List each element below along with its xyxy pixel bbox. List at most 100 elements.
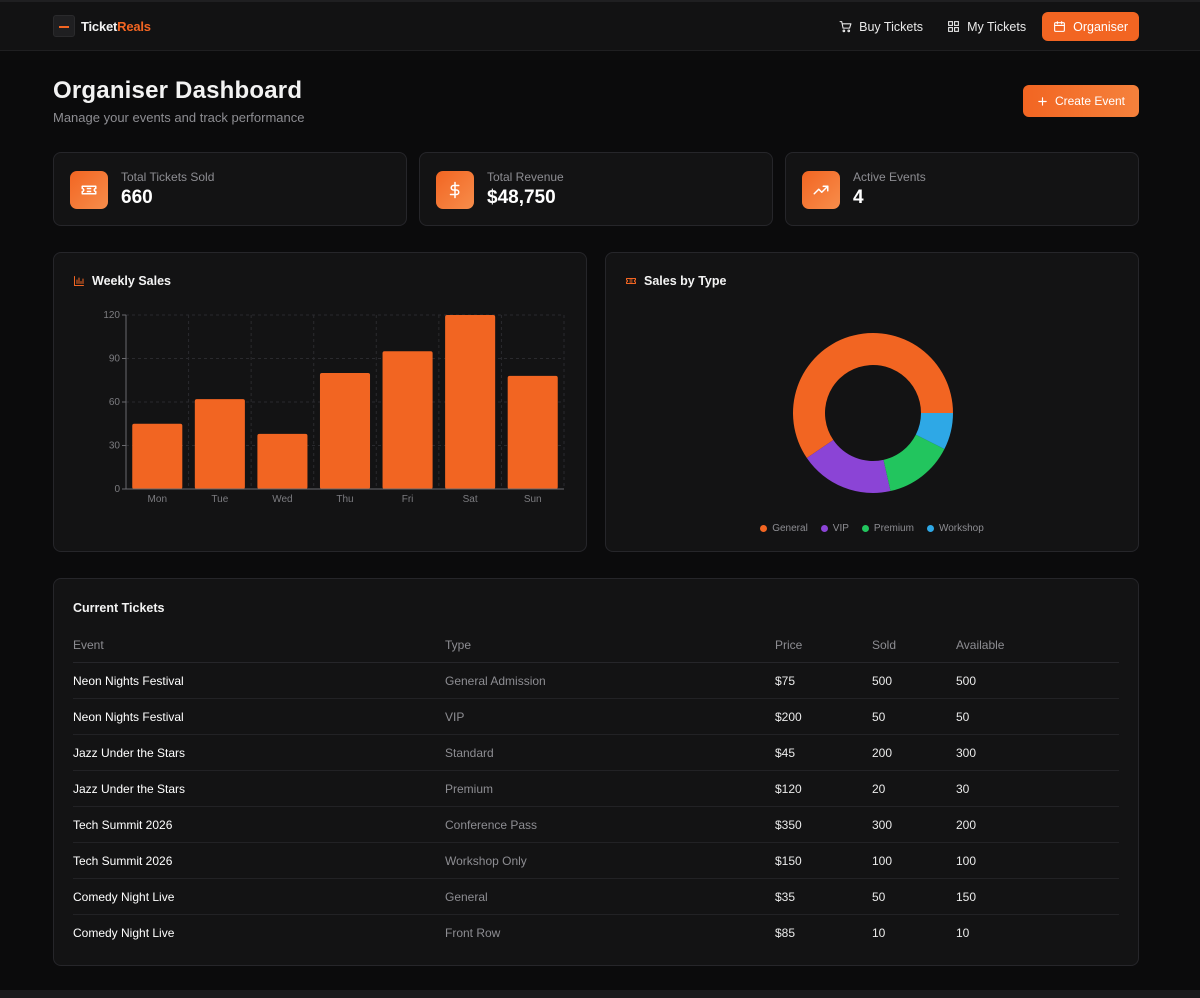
stat-label: Total Revenue bbox=[487, 170, 564, 184]
stat-value: 4 bbox=[853, 187, 864, 208]
grid-icon bbox=[948, 21, 959, 32]
stat-value: 660 bbox=[121, 187, 153, 208]
cell-event: Neon Nights Festival bbox=[73, 673, 184, 688]
bottom-edge bbox=[0, 990, 1200, 998]
cart-icon bbox=[839, 21, 852, 33]
legend-item-vip[interactable]: VIP bbox=[820, 523, 849, 534]
cell-event: Tech Summit 2026 bbox=[73, 853, 173, 868]
top-navigation-bar: TicketReals Buy Tickets My Tickets Organ… bbox=[0, 0, 1200, 51]
column-header-price[interactable]: Price bbox=[775, 638, 803, 652]
sales-by-type-title-label: Sales by Type bbox=[644, 274, 727, 288]
stat-label: Total Tickets Sold bbox=[121, 170, 215, 184]
cell-type: Premium bbox=[445, 781, 494, 796]
y-tick-label: 60 bbox=[109, 397, 121, 408]
dollar-icon bbox=[436, 171, 474, 209]
page-subtitle: Manage your events and track performance bbox=[53, 110, 305, 125]
column-header-type[interactable]: Type bbox=[445, 638, 472, 652]
legend-dot-icon bbox=[926, 525, 934, 532]
cell-price: $75 bbox=[775, 673, 796, 688]
x-tick-label: Fri bbox=[402, 494, 414, 505]
logo[interactable]: TicketReals bbox=[53, 15, 151, 37]
table-row[interactable]: Jazz Under the Stars Standard $45 200 30… bbox=[73, 735, 1119, 771]
cell-event: Comedy Night Live bbox=[73, 926, 175, 940]
sales-by-type-panel: Sales by Type General VIP Premium Workshop bbox=[605, 252, 1139, 552]
cell-available: 200 bbox=[956, 817, 977, 832]
page-title: Organiser Dashboard bbox=[53, 77, 303, 104]
x-tick-label: Sat bbox=[463, 494, 478, 505]
sales-by-type-title: Sales by Type bbox=[625, 274, 726, 288]
cell-price: $120 bbox=[775, 781, 802, 796]
x-tick-label: Thu bbox=[336, 494, 353, 505]
cell-price: $85 bbox=[775, 926, 796, 940]
table-row[interactable]: Comedy Night Live Front Row $85 10 10 bbox=[73, 915, 1119, 951]
cell-sold: 100 bbox=[872, 853, 893, 868]
column-header-event[interactable]: Event bbox=[73, 638, 104, 652]
cell-type: Front Row bbox=[445, 926, 501, 940]
legend-label: Workshop bbox=[938, 523, 984, 534]
nav-organiser[interactable]: Organiser bbox=[1042, 12, 1139, 41]
bar-chart-icon bbox=[74, 276, 84, 286]
table-row[interactable]: Tech Summit 2026 Conference Pass $350 30… bbox=[73, 807, 1119, 843]
create-event-label: Create Event bbox=[1054, 94, 1126, 108]
table-header: Event Type Price Sold Available bbox=[73, 634, 1119, 663]
cell-type: VIP bbox=[445, 709, 465, 724]
slice-general bbox=[793, 332, 953, 458]
y-tick-label: 120 bbox=[103, 310, 120, 321]
column-header-available[interactable]: Available bbox=[956, 638, 1005, 652]
x-tick-label: Sun bbox=[524, 494, 542, 505]
weekly-sales-title: Weekly Sales bbox=[73, 274, 171, 288]
table-row[interactable]: Tech Summit 2026 Workshop Only $150 100 … bbox=[73, 843, 1119, 879]
legend-label: Premium bbox=[873, 523, 914, 534]
weekly-sales-chart: 0 30 60 90 120 Mon Tue Wed Thu Fri Sat Sun bbox=[103, 310, 565, 505]
legend-label: General bbox=[772, 523, 808, 534]
logo-text: TicketReals bbox=[81, 18, 151, 34]
column-header-sold[interactable]: Sold bbox=[872, 638, 897, 652]
cell-type: General Admission bbox=[445, 673, 546, 688]
cell-available: 30 bbox=[956, 781, 970, 796]
ticket-icon bbox=[626, 278, 636, 284]
cell-sold: 500 bbox=[872, 673, 893, 688]
bar-sun bbox=[507, 375, 558, 489]
nav-my-tickets[interactable]: My Tickets bbox=[939, 12, 1034, 41]
y-tick-label: 90 bbox=[109, 354, 121, 365]
legend-item-workshop[interactable]: Workshop bbox=[926, 523, 984, 534]
cell-type: General bbox=[445, 889, 488, 904]
cell-available: 10 bbox=[956, 926, 970, 940]
table-row[interactable]: Jazz Under the Stars Premium $120 20 30 bbox=[73, 771, 1119, 807]
slice-premium bbox=[883, 434, 945, 492]
table-row[interactable]: Comedy Night Live General $35 50 150 bbox=[73, 879, 1119, 915]
legend-item-premium[interactable]: Premium bbox=[861, 523, 914, 534]
stat-value: $48,750 bbox=[487, 187, 556, 208]
stat-label: Active Events bbox=[853, 170, 926, 184]
cell-sold: 200 bbox=[872, 745, 893, 760]
stat-card-tickets-sold: Total Tickets Sold 660 bbox=[53, 152, 407, 226]
bar-thu bbox=[319, 373, 371, 489]
cell-available: 300 bbox=[956, 745, 977, 760]
x-tick-label: Wed bbox=[272, 494, 292, 505]
y-tick-label: 0 bbox=[114, 484, 120, 495]
x-tick-label: Tue bbox=[211, 494, 228, 505]
table-row[interactable]: Neon Nights Festival General Admission $… bbox=[73, 663, 1119, 699]
nav-my-tickets-label: My Tickets bbox=[967, 19, 1027, 34]
legend-dot-icon bbox=[760, 525, 768, 532]
slice-vip bbox=[806, 439, 891, 493]
cell-available: 150 bbox=[956, 889, 977, 904]
current-tickets-panel: Current Tickets Event Type Price Sold Av… bbox=[53, 578, 1139, 966]
nav-buy-tickets[interactable]: Buy Tickets bbox=[831, 12, 931, 41]
weekly-sales-panel: Weekly Sales 0 30 60 90 120 Mon Tue Wed Thu Fri Sa… bbox=[53, 252, 587, 552]
cell-available: 50 bbox=[956, 709, 970, 724]
x-tick-label: Mon bbox=[148, 494, 167, 505]
legend-dot-icon bbox=[861, 525, 869, 532]
logo-mark-icon bbox=[53, 15, 75, 37]
cell-sold: 50 bbox=[872, 889, 886, 904]
chart-legend: General VIP Premium Workshop bbox=[606, 523, 1138, 534]
legend-item-general[interactable]: General bbox=[760, 523, 808, 534]
table-row[interactable]: Neon Nights Festival VIP $200 50 50 bbox=[73, 699, 1119, 735]
cell-sold: 10 bbox=[872, 926, 886, 940]
main-nav: Buy Tickets My Tickets Organiser bbox=[831, 12, 1139, 41]
cell-sold: 20 bbox=[872, 781, 886, 796]
create-event-button[interactable]: Create Event bbox=[1023, 85, 1139, 117]
legend-label: VIP bbox=[832, 523, 849, 534]
y-tick-label: 30 bbox=[109, 441, 121, 452]
stat-card-total-revenue: Total Revenue $48,750 bbox=[419, 152, 773, 226]
